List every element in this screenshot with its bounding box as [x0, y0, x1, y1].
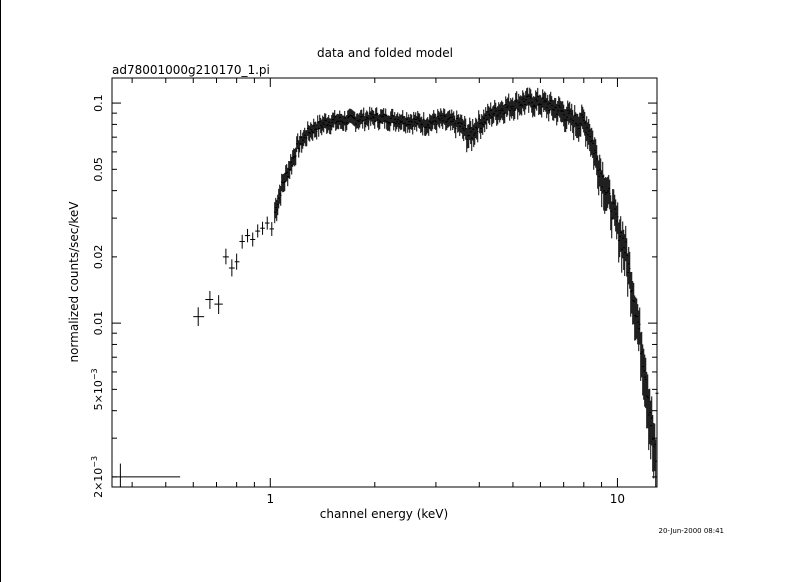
data-point — [239, 234, 245, 249]
spectrum-channel — [367, 114, 370, 130]
window-left-edge — [0, 0, 1, 582]
data-point — [244, 228, 251, 243]
y-tick-label: 5×10−3 — [90, 368, 105, 410]
spectrum-channel — [294, 147, 297, 166]
spectrum-channel — [315, 123, 318, 140]
data-point — [112, 463, 181, 487]
data-point — [260, 221, 265, 235]
spectrum-channel — [608, 179, 611, 210]
data-point — [250, 232, 256, 247]
spectrum-channel — [279, 186, 282, 206]
data-point — [255, 224, 261, 238]
data-point — [193, 307, 205, 327]
chart-subtitle: ad78001000g210170_1.pi — [112, 63, 270, 77]
spectrum-band — [273, 87, 657, 487]
spectrum-channel — [422, 112, 425, 127]
data-point — [214, 295, 223, 315]
y-tick-label: 0.01 — [92, 311, 105, 336]
data-layer — [112, 87, 659, 487]
plot-timestamp: 20-Jun-2000 08:41 — [659, 527, 725, 535]
spectrum-channel — [572, 115, 575, 141]
data-point — [222, 248, 229, 265]
data-point — [205, 290, 214, 309]
spectrum-channel — [515, 91, 518, 109]
x-axis-label: channel energy (keV) — [320, 507, 448, 521]
spectrum-channel — [435, 116, 438, 134]
plot-frame — [111, 77, 658, 488]
spectrum-channel — [421, 119, 424, 136]
data-point — [234, 253, 240, 270]
y-tick-label: 0.05 — [92, 157, 105, 182]
x-tick-label: 1 — [266, 492, 274, 506]
data-point — [228, 259, 235, 277]
spectrum-channel — [476, 121, 479, 143]
outlier-point — [655, 380, 659, 407]
spectrum-channel — [616, 202, 619, 234]
y-tick-label: 0.1 — [92, 94, 105, 112]
y-tick-label: 2×10−3 — [90, 456, 105, 498]
spectrum-channel — [305, 130, 308, 147]
chart-title: data and folded model — [317, 46, 453, 60]
data-point — [264, 216, 270, 230]
y-axis-label: normalized counts/sec/keV — [67, 201, 81, 363]
spectrum-channel — [638, 307, 641, 345]
data-point — [269, 222, 275, 236]
spectrum-channel — [628, 251, 631, 289]
spectrum-channel — [654, 439, 657, 487]
x-tick-label: 10 — [610, 492, 625, 506]
y-tick-label: 0.02 — [92, 245, 105, 270]
axis-tick-labels: 1 10 0.1 0.05 0.02 0.01 5×10−3 2×10−3 — [90, 94, 625, 506]
spectrum-channel — [454, 119, 457, 139]
spectrum-channel — [362, 107, 365, 122]
axis-ticks — [112, 78, 657, 487]
